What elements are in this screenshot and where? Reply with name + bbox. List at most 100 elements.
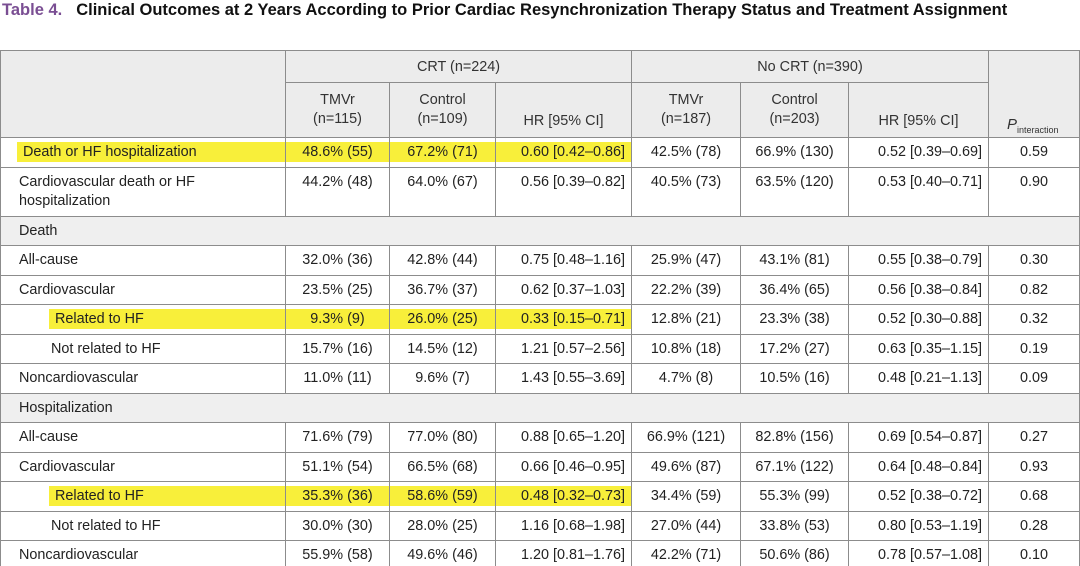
table-row: Related to HF 35.3% (36) 58.6% (59) 0.48 [0…: [0, 481, 1080, 512]
nocrt-hr-cell: 0.80 [0.53–1.19]: [848, 510, 990, 541]
table-row: Noncardiovascular 55.9% (58) 49.6% (46) 1.2…: [0, 540, 1080, 566]
p-interaction-cell: 0.59: [988, 137, 1080, 168]
table-body: Death or HF hospitalization 48.6% (55) 67.…: [0, 137, 1080, 566]
crt-control-cell: 77.0% (80): [389, 422, 496, 453]
nocrt-control-cell: 55.3% (99): [740, 481, 850, 512]
nocrt-tmvr-cell: 25.9% (47): [631, 245, 742, 276]
header-crt-hr: HR [95% CI]: [494, 82, 633, 138]
header-crt-group: CRT (n=224): [284, 50, 633, 83]
nocrt-control-cell: 10.5% (16): [740, 363, 850, 394]
row-label: Death or HF hospitalization: [0, 137, 286, 168]
p-interaction-cell: 0.28: [988, 510, 1080, 541]
table-section-row: Death: [0, 215, 1080, 246]
nocrt-tmvr-cell: 4.7% (8): [631, 363, 742, 394]
crt-control-cell: 66.5% (68): [389, 451, 496, 482]
crt-tmvr-cell: 9.3% (9): [285, 304, 390, 335]
outcomes-table: CRT (n=224) No CRT (n=390) Pinteraction …: [0, 50, 1080, 566]
nocrt-tmvr-cell: 10.8% (18): [631, 333, 742, 364]
crt-hr-cell: 1.16 [0.68–1.98]: [494, 510, 633, 541]
nocrt-hr-cell: 0.56 [0.38–0.84]: [848, 274, 990, 305]
row-label: Cardiovascular: [0, 451, 286, 482]
row-label: Cardiovascular death or HF hospitalizati…: [0, 166, 286, 217]
row-label: Not related to HF: [0, 510, 286, 541]
crt-control-cell: 67.2% (71): [389, 137, 496, 168]
nocrt-control-cell: 36.4% (65): [740, 274, 850, 305]
header-nocrt-tmvr: TMVr (n=187): [631, 82, 742, 138]
crt-tmvr-cell: 30.0% (30): [285, 510, 390, 541]
table-caption: Table 4. Clinical Outcomes at 2 Years Acc…: [2, 0, 1078, 21]
nocrt-control-cell: 17.2% (27): [740, 333, 850, 364]
crt-control-cell: 58.6% (59): [389, 481, 496, 512]
nocrt-control-cell: 33.8% (53): [740, 510, 850, 541]
p-interaction-cell: 0.82: [988, 274, 1080, 305]
crt-hr-cell: 1.21 [0.57–2.56]: [494, 333, 633, 364]
crt-tmvr-cell: 48.6% (55): [285, 137, 390, 168]
table-title: Clinical Outcomes at 2 Years According t…: [76, 1, 1008, 19]
crt-hr-cell: 1.43 [0.55–3.69]: [494, 363, 633, 394]
nocrt-control-cell: 23.3% (38): [740, 304, 850, 335]
crt-hr-cell: 0.56 [0.39–0.82]: [494, 166, 633, 217]
table-row: Cardiovascular death or HF hospitalizati…: [0, 166, 1080, 217]
crt-control-cell: 36.7% (37): [389, 274, 496, 305]
row-label: All-cause: [0, 422, 286, 453]
nocrt-control-cell: 82.8% (156): [740, 422, 850, 453]
p-interaction-cell: 0.10: [988, 540, 1080, 566]
nocrt-control-cell: 66.9% (130): [740, 137, 850, 168]
header-outcome-blank: [0, 50, 286, 138]
p-interaction-cell: 0.90: [988, 166, 1080, 217]
p-interaction-cell: 0.93: [988, 451, 1080, 482]
crt-hr-cell: 0.75 [0.48–1.16]: [494, 245, 633, 276]
nocrt-tmvr-cell: 42.5% (78): [631, 137, 742, 168]
p-interaction-cell: 0.32: [988, 304, 1080, 335]
nocrt-tmvr-cell: 40.5% (73): [631, 166, 742, 217]
crt-control-cell: 49.6% (46): [389, 540, 496, 566]
nocrt-hr-cell: 0.48 [0.21–1.13]: [848, 363, 990, 394]
nocrt-tmvr-cell: 22.2% (39): [631, 274, 742, 305]
nocrt-hr-cell: 0.55 [0.38–0.79]: [848, 245, 990, 276]
table-row: Not related to HF 30.0% (30) 28.0% (25) 1.1…: [0, 510, 1080, 541]
table-wrapper: CRT (n=224) No CRT (n=390) Pinteraction …: [0, 50, 1080, 566]
p-interaction-cell: 0.19: [988, 333, 1080, 364]
crt-hr-cell: 0.33 [0.15–0.71]: [494, 304, 633, 335]
crt-tmvr-cell: 23.5% (25): [285, 274, 390, 305]
table-row: Related to HF 9.3% (9) 26.0% (25) 0.33 [0.1…: [0, 304, 1080, 335]
row-label: All-cause: [0, 245, 286, 276]
table-row: Death or HF hospitalization 48.6% (55) 67.…: [0, 137, 1080, 168]
row-label: Related to HF: [0, 481, 286, 512]
crt-control-cell: 9.6% (7): [389, 363, 496, 394]
header-crt-control: Control (n=109): [389, 82, 496, 138]
nocrt-hr-cell: 0.52 [0.30–0.88]: [848, 304, 990, 335]
crt-hr-cell: 0.60 [0.42–0.86]: [494, 137, 633, 168]
nocrt-control-cell: 63.5% (120): [740, 166, 850, 217]
nocrt-hr-cell: 0.52 [0.39–0.69]: [848, 137, 990, 168]
nocrt-tmvr-cell: 12.8% (21): [631, 304, 742, 335]
nocrt-hr-cell: 0.69 [0.54–0.87]: [848, 422, 990, 453]
crt-tmvr-cell: 71.6% (79): [285, 422, 390, 453]
p-interaction-cell: 0.68: [988, 481, 1080, 512]
header-p-blank: Pinteraction: [988, 50, 1080, 138]
crt-tmvr-cell: 32.0% (36): [285, 245, 390, 276]
nocrt-tmvr-cell: 42.2% (71): [631, 540, 742, 566]
crt-hr-cell: 1.20 [0.81–1.76]: [494, 540, 633, 566]
row-label: Not related to HF: [0, 333, 286, 364]
section-label: Death: [0, 215, 1080, 246]
nocrt-tmvr-cell: 27.0% (44): [631, 510, 742, 541]
nocrt-hr-cell: 0.52 [0.38–0.72]: [848, 481, 990, 512]
table-row: Noncardiovascular 11.0% (11) 9.6% (7) 1.43 …: [0, 363, 1080, 394]
table-row: All-cause 71.6% (79) 77.0% (80) 0.88 [0.65–…: [0, 422, 1080, 453]
header-nocrt-control: Control (n=203): [740, 82, 850, 138]
nocrt-hr-cell: 0.78 [0.57–1.08]: [848, 540, 990, 566]
nocrt-tmvr-cell: 34.4% (59): [631, 481, 742, 512]
crt-control-cell: 42.8% (44): [389, 245, 496, 276]
table-number: Table 4.: [2, 1, 63, 19]
table-row: Cardiovascular 23.5% (25) 36.7% (37) 0.62 […: [0, 274, 1080, 305]
table-section-row: Hospitalization: [0, 392, 1080, 423]
section-label: Hospitalization: [0, 392, 1080, 423]
nocrt-control-cell: 50.6% (86): [740, 540, 850, 566]
crt-hr-cell: 0.62 [0.37–1.03]: [494, 274, 633, 305]
nocrt-hr-cell: 0.53 [0.40–0.71]: [848, 166, 990, 217]
crt-tmvr-cell: 35.3% (36): [285, 481, 390, 512]
crt-control-cell: 26.0% (25): [389, 304, 496, 335]
crt-hr-cell: 0.88 [0.65–1.20]: [494, 422, 633, 453]
crt-tmvr-cell: 51.1% (54): [285, 451, 390, 482]
